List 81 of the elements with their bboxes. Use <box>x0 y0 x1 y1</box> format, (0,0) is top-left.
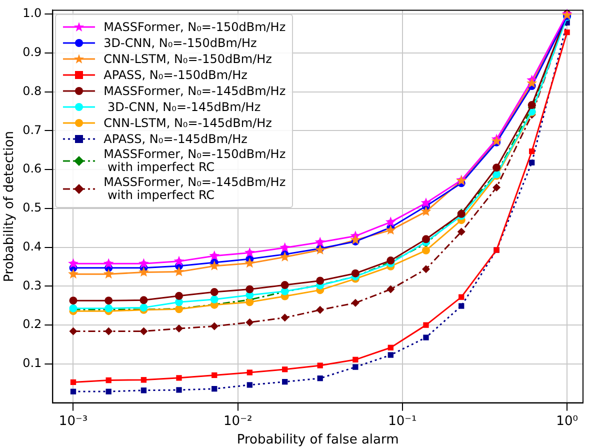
legend-label: MASSFormer, N₀=-145dBm/Hz <box>104 84 286 98</box>
point <box>175 324 183 333</box>
y-tick-label: 0.7 <box>22 122 42 137</box>
point <box>246 370 253 376</box>
point <box>210 322 218 330</box>
point <box>246 285 254 294</box>
point <box>351 269 360 278</box>
point <box>282 378 288 385</box>
point <box>176 375 182 381</box>
point <box>104 327 113 336</box>
point <box>422 246 430 254</box>
point <box>492 164 501 172</box>
point <box>280 314 289 322</box>
legend-label: CNN-LSTM, N₀=-145dBm/Hz <box>104 116 272 130</box>
y-tick-label: 1.0 <box>22 6 42 20</box>
point <box>386 285 395 294</box>
x-tick-label: 10⁻³ <box>58 414 88 429</box>
legend-label: MASSFormer, N₀=-150dBm/Hz <box>104 20 286 34</box>
x-tick-label: 10⁻¹ <box>388 414 417 429</box>
y-tick-label: 0.2 <box>22 317 42 332</box>
point <box>388 352 394 358</box>
y-tick-label: 0.5 <box>22 200 42 215</box>
y-tick-label: 0.6 <box>22 162 42 176</box>
point <box>316 306 324 314</box>
point <box>212 372 218 378</box>
point <box>282 366 288 372</box>
point <box>140 388 147 394</box>
point <box>212 386 218 392</box>
legend-label: APASS, N₀=-145dBm/Hz <box>104 132 248 146</box>
x-tick-label: 10⁰ <box>556 414 578 429</box>
point <box>140 377 147 383</box>
point <box>316 276 324 285</box>
point <box>176 387 182 393</box>
point <box>528 101 536 110</box>
point <box>317 362 323 368</box>
point <box>246 382 253 388</box>
point <box>106 388 112 394</box>
y-tick-label: 0.1 <box>22 356 42 370</box>
point <box>69 327 78 336</box>
point <box>352 356 358 362</box>
legend-label: CNN-LSTM, N₀=-150dBm/Hz <box>104 52 272 66</box>
legend-label: MASSFormer, N₀=-150dBm/Hz with imperfect RC <box>104 147 286 174</box>
point <box>564 30 570 36</box>
x-axis-title: Probability of false alarm <box>236 432 399 448</box>
point <box>210 295 218 304</box>
point <box>70 388 76 394</box>
point <box>388 344 394 350</box>
y-axis-title: Probability of detection <box>2 131 18 282</box>
point <box>529 160 535 166</box>
point <box>317 375 323 382</box>
point <box>351 298 360 307</box>
point <box>529 148 535 154</box>
point <box>175 292 183 300</box>
point <box>422 265 430 274</box>
y-tick-label: 0.4 <box>22 239 42 254</box>
y-tick-label: 0.9 <box>22 45 42 60</box>
point <box>140 296 148 304</box>
point <box>458 303 464 309</box>
point <box>457 228 466 236</box>
point <box>280 281 289 290</box>
point <box>70 379 76 386</box>
x-tick-label: 10⁻² <box>224 414 252 429</box>
legend-label: MASSFormer, N₀=-145dBm/Hz with imperfect RC <box>104 175 286 202</box>
point <box>352 364 358 370</box>
point <box>423 334 429 340</box>
point <box>140 327 148 336</box>
legend-label: 3D-CNN, N₀=-150dBm/Hz <box>104 36 257 50</box>
point <box>246 318 254 326</box>
point <box>422 235 430 244</box>
point <box>246 298 254 306</box>
point <box>106 377 112 384</box>
y-tick-label: 0.8 <box>22 84 42 98</box>
y-tick-label: 0.3 <box>22 278 42 292</box>
legend-label: APASS, N₀=-150dBm/Hz <box>104 68 248 82</box>
point <box>210 288 218 296</box>
point <box>104 296 113 305</box>
point <box>458 294 464 300</box>
legend-label: 3D-CNN, N₀=-145dBm/Hz <box>106 100 261 114</box>
point <box>69 296 78 305</box>
point <box>423 322 429 328</box>
point <box>492 183 501 192</box>
